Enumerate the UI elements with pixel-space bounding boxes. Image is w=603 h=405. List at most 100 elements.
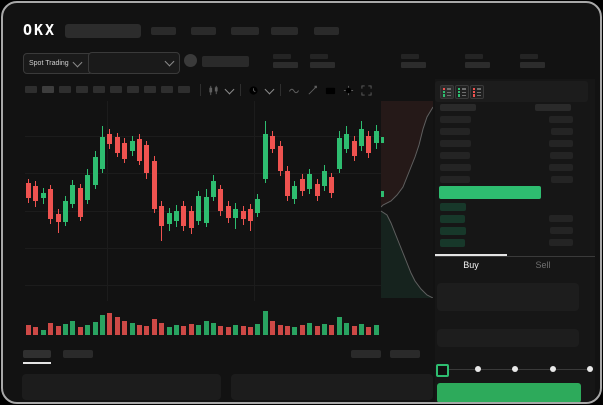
- volume-bar: [218, 326, 224, 335]
- gridline: [25, 173, 381, 174]
- volume-bar: [366, 327, 372, 335]
- buy-button[interactable]: [437, 383, 581, 402]
- ask-row[interactable]: [435, 127, 595, 137]
- chevron-down-icon[interactable]: [264, 84, 275, 94]
- ask-row[interactable]: [435, 139, 595, 149]
- slider-stop-dot[interactable]: [587, 366, 593, 372]
- timeframe-button[interactable]: [110, 86, 122, 93]
- timeframe-button[interactable]: [161, 86, 173, 93]
- amount-input[interactable]: [437, 329, 579, 347]
- candle-body: [40, 193, 46, 198]
- ask-row[interactable]: [435, 151, 595, 161]
- volume-bar: [203, 321, 209, 335]
- bid-row[interactable]: [435, 214, 595, 224]
- interval-icon[interactable]: [248, 85, 259, 96]
- icon-square: [458, 94, 461, 97]
- draw-pencil-icon[interactable]: [307, 85, 318, 96]
- slider-handle[interactable]: [436, 364, 449, 377]
- bid-row[interactable]: [435, 238, 595, 248]
- volume-bar: [299, 325, 305, 335]
- depth-chart[interactable]: [380, 101, 434, 299]
- icon-line: [462, 94, 466, 97]
- ask-row[interactable]: [435, 175, 595, 185]
- candle-body: [129, 141, 135, 151]
- candle-body: [359, 129, 364, 146]
- market-type-dropdown[interactable]: Spot Trading: [23, 53, 93, 74]
- candle-body: [107, 134, 113, 144]
- candle-body: [137, 139, 142, 161]
- candle-body: [174, 211, 179, 221]
- ask-amount-placeholder: [549, 163, 573, 171]
- ask-row[interactable]: [435, 163, 595, 173]
- timeframe-button[interactable]: [144, 86, 156, 93]
- icon-line: [477, 91, 481, 93]
- book-both-view-icon[interactable]: [440, 85, 454, 99]
- bottom-action-placeholder[interactable]: [351, 350, 381, 358]
- last-price-placeholder: [202, 56, 249, 67]
- settings-gear-icon[interactable]: [343, 85, 354, 96]
- bid-amount-placeholder: [550, 227, 573, 234]
- volume-bar: [114, 317, 120, 335]
- candle-body: [255, 199, 261, 213]
- volume-bar: [270, 321, 276, 335]
- slider-stop-dot[interactable]: [549, 366, 556, 372]
- timeframe-button[interactable]: [42, 86, 54, 93]
- candle-body: [277, 146, 283, 171]
- slider-stop-dot[interactable]: [474, 366, 481, 372]
- candle-body: [248, 209, 253, 221]
- gridline: [25, 136, 381, 137]
- tab-buy[interactable]: Buy: [463, 260, 479, 270]
- bottom-tab-active[interactable]: [23, 350, 51, 358]
- nav-item-placeholder[interactable]: [231, 27, 259, 35]
- candle-body: [100, 137, 105, 169]
- icon-line: [462, 88, 466, 90]
- pair-dropdown[interactable]: [88, 52, 180, 74]
- volume-bar: [174, 325, 179, 335]
- bottom-action-placeholder[interactable]: [390, 350, 420, 358]
- bid-row[interactable]: [435, 202, 595, 212]
- chevron-down-icon[interactable]: [224, 84, 235, 94]
- fullscreen-icon[interactable]: [361, 84, 372, 96]
- nav-item-placeholder[interactable]: [151, 27, 176, 35]
- icon-square: [473, 88, 476, 91]
- nav-item-placeholder[interactable]: [271, 27, 298, 35]
- ask-price-placeholder: [440, 127, 470, 135]
- search-input[interactable]: [65, 24, 141, 38]
- timeframe-button[interactable]: [127, 86, 139, 93]
- volume-bars: [25, 303, 381, 335]
- last-price-bar[interactable]: [439, 186, 541, 199]
- timeframe-button[interactable]: [25, 86, 37, 93]
- timeframe-button[interactable]: [59, 86, 71, 93]
- volume-bar: [92, 322, 98, 335]
- bid-row[interactable]: [435, 226, 595, 236]
- volume-bar: [33, 327, 39, 335]
- candle-chart-type-icon[interactable]: [208, 85, 219, 96]
- candle-body: [262, 134, 268, 179]
- volume-bar: [322, 324, 327, 335]
- price-input[interactable]: [437, 283, 579, 311]
- bottom-tab[interactable]: [63, 350, 93, 358]
- volume-bar: [48, 323, 54, 335]
- gridline: [254, 101, 255, 301]
- timeframe-button[interactable]: [178, 86, 190, 93]
- book-asks-view-icon[interactable]: [470, 85, 484, 99]
- indicator-wave-icon[interactable]: [288, 85, 300, 96]
- tab-sell[interactable]: Sell: [535, 260, 551, 270]
- chart-tools: [208, 84, 372, 96]
- icon-square: [473, 94, 476, 97]
- book-bids-view-icon[interactable]: [455, 85, 469, 99]
- volume-bar: [70, 321, 76, 335]
- candle-body: [166, 213, 172, 224]
- stat-value-placeholder: [401, 62, 426, 68]
- ask-row[interactable]: [435, 115, 595, 125]
- timeframe-button[interactable]: [76, 86, 88, 93]
- camera-screenshot-icon[interactable]: [325, 85, 336, 96]
- icon-square: [443, 88, 446, 91]
- timeframe-button[interactable]: [93, 86, 105, 93]
- stat-value-placeholder: [273, 62, 298, 68]
- slider-stop-dot[interactable]: [512, 366, 518, 372]
- candlestick-chart[interactable]: [25, 101, 381, 301]
- ask-price-placeholder: [440, 175, 470, 183]
- nav-item-placeholder[interactable]: [314, 27, 339, 35]
- nav-item-placeholder[interactable]: [191, 27, 216, 35]
